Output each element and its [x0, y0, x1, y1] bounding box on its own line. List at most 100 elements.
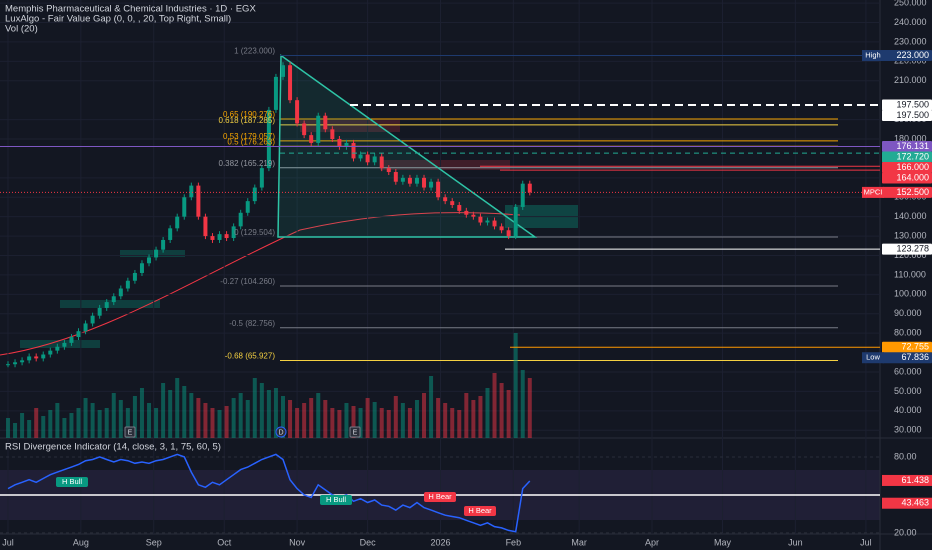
- candle-body: [245, 201, 250, 213]
- candle-body: [464, 210, 469, 215]
- volume-bar: [471, 400, 476, 438]
- y-tick-label: 250.000: [894, 0, 927, 7]
- candle-body: [147, 257, 152, 264]
- plot-area: [0, 0, 880, 534]
- signal-label: H Bull: [62, 477, 82, 486]
- candle-body: [20, 360, 25, 363]
- candle-body: [443, 197, 448, 202]
- event-icon: [124, 426, 136, 438]
- x-tick-label: Sep: [146, 537, 162, 547]
- signal-label: H Bull: [326, 495, 346, 504]
- volume-bar: [513, 333, 518, 438]
- rsi-title: RSI Divergence Indicator (14, close, 3, …: [5, 442, 221, 453]
- price-badge-name-bg: [862, 186, 884, 198]
- y-tick-label: 130.000: [894, 230, 927, 240]
- candle-body: [5, 364, 10, 366]
- volume-bar: [182, 386, 187, 438]
- fib-label: 0 (129.504): [234, 228, 275, 237]
- chart-title: Memphis Pharmaceutical & Chemical Indust…: [5, 4, 256, 15]
- candle-body: [379, 156, 384, 169]
- volume-bar: [189, 393, 194, 438]
- volume-bar: [238, 393, 243, 438]
- volume-bar: [147, 403, 152, 438]
- fvg-box: [20, 340, 100, 348]
- volume-bar: [161, 383, 166, 438]
- price-badge: [882, 186, 932, 198]
- candle-body: [407, 177, 412, 184]
- candle-body: [139, 263, 144, 273]
- volume-bar: [520, 370, 525, 438]
- candle-body: [393, 172, 398, 182]
- candle-body: [323, 115, 328, 130]
- volume-bar: [217, 410, 222, 438]
- fib-label: 1 (223.000): [234, 47, 275, 56]
- price-badge-label: 67.836: [901, 352, 929, 362]
- volume-bar: [457, 410, 462, 438]
- volume-bar: [97, 410, 102, 438]
- y-tick-label: 180.000: [894, 133, 927, 143]
- volume-bar: [309, 398, 314, 438]
- price-badge-name-bg: [862, 50, 884, 62]
- price-badge-label: 197.500: [896, 99, 929, 109]
- candle-body: [422, 177, 427, 188]
- fib-label: -0.5 (82.756): [229, 319, 275, 328]
- volume-bar: [358, 408, 363, 438]
- price-badge-label: 164.000: [896, 172, 929, 182]
- candle-body: [27, 356, 32, 361]
- volume-bar: [41, 416, 46, 438]
- candle-body: [471, 214, 476, 217]
- fib-label: 0.5 (176.263): [227, 137, 275, 146]
- signal-badge: [320, 495, 352, 505]
- candle-body: [252, 187, 257, 202]
- price-badge: [882, 172, 932, 184]
- price-badge-name: Low: [866, 353, 880, 362]
- fib-label: 0.53 (179.057): [223, 132, 275, 141]
- volume-bar: [443, 403, 448, 438]
- candle-body: [337, 139, 342, 147]
- candle-body: [316, 115, 321, 143]
- volume-bar: [139, 388, 144, 438]
- rsi-badge: [882, 497, 932, 509]
- candle-body: [189, 185, 194, 198]
- x-tick-label: 2026: [430, 537, 450, 547]
- volume-bar: [125, 408, 130, 438]
- candle-body: [288, 65, 293, 101]
- price-badge: [882, 110, 932, 122]
- volume-bar: [429, 376, 434, 438]
- y-tick-label: 210.000: [894, 75, 927, 85]
- candle-body: [238, 212, 243, 227]
- candle-body: [55, 346, 60, 351]
- candle-body: [41, 354, 46, 359]
- candle-body: [224, 234, 229, 239]
- fib-label: 0.618 (187.285): [219, 116, 276, 125]
- volume-bar: [90, 403, 95, 438]
- volume-bar: [210, 408, 215, 438]
- volume-bar: [295, 408, 300, 438]
- volume-bar: [485, 388, 490, 438]
- candle-body: [436, 181, 441, 198]
- volume-bar: [323, 400, 328, 438]
- volume-bar: [379, 408, 384, 438]
- candle-body: [309, 135, 314, 143]
- rsi-badge: [882, 474, 932, 486]
- price-badge-name-bg: [862, 352, 884, 364]
- candle-body: [386, 168, 391, 173]
- candle-body: [492, 220, 497, 227]
- volume-bar: [330, 408, 335, 438]
- candle-body: [118, 288, 123, 297]
- event-label: D: [278, 429, 283, 436]
- volume-bar: [499, 383, 504, 438]
- volume-bar: [252, 378, 257, 438]
- candle-body: [182, 197, 187, 217]
- volume-bar: [259, 383, 264, 438]
- indicator-label: LuxAlgo - Fair Value Gap (0, 0, , 20, To…: [5, 14, 231, 25]
- x-tick-label: May: [714, 537, 732, 547]
- volume-bar: [478, 396, 483, 438]
- price-badge-label: 223.000: [896, 50, 929, 60]
- volume-bar: [154, 408, 159, 438]
- volume-bar: [111, 393, 116, 438]
- price-badge: [882, 352, 932, 364]
- volume-bar: [280, 396, 285, 438]
- volume-bar: [288, 400, 293, 438]
